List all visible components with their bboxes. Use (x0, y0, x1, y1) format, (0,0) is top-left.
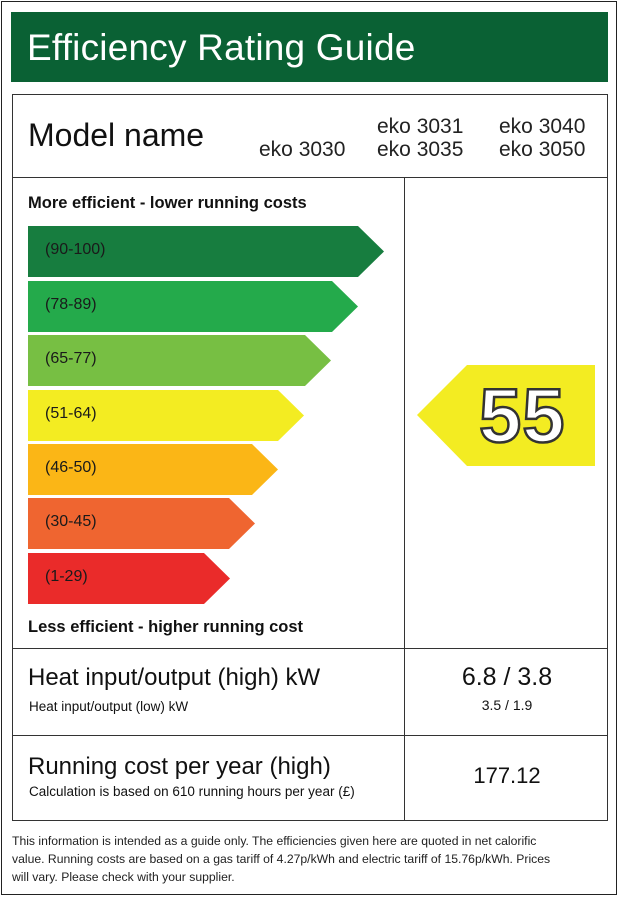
band-arrow-shape (28, 335, 331, 386)
running-cost-subtitle: Calculation is based on 610 running hour… (29, 784, 355, 799)
running-cost-title: Running cost per year (high) (28, 753, 331, 780)
band-label: (78-89) (45, 296, 97, 313)
efficiency-band: (46-50) (28, 444, 278, 495)
page-title: Efficiency Rating Guide (27, 27, 416, 68)
heat-output-high-value: 6.8 / 3.8 (461, 663, 553, 691)
rating-arrow-shape (417, 365, 595, 466)
band-arrow-shape (28, 498, 255, 549)
less-efficient-caption: Less efficient - higher running cost (28, 618, 304, 636)
divider (13, 735, 607, 736)
running-cost-value: 177.12 (473, 763, 541, 788)
model-name: eko 3035 (377, 138, 464, 161)
rating-arrow: 55 (417, 365, 595, 466)
band-arrow-shape (28, 281, 358, 332)
band-label: (46-50) (45, 459, 97, 476)
more-efficient-caption: More efficient - lower running costs (28, 194, 307, 212)
band-arrow-shape (28, 226, 384, 277)
model-name: eko 3030 (259, 138, 346, 161)
efficiency-band: (30-45) (28, 498, 255, 549)
band-arrow-shape (28, 444, 278, 495)
divider (13, 648, 607, 649)
efficiency-band: (65-77) (28, 335, 331, 386)
band-arrow-shape (28, 390, 304, 441)
efficiency-band: (1-29) (28, 553, 230, 604)
rating-table: Model name eko 3030 eko 3031 eko 3035 ek… (12, 94, 608, 821)
divider (13, 177, 607, 178)
disclaimer-line: will vary. Please check with your suppli… (12, 870, 235, 884)
efficiency-band: (51-64) (28, 390, 304, 441)
band-label: (65-77) (45, 350, 97, 367)
header-bar: Efficiency Rating Guide (11, 12, 608, 82)
disclaimer-line: value. Running costs are based on a gas … (12, 852, 551, 866)
efficiency-band: (90-100) (28, 226, 384, 277)
disclaimer: This information is intended as a guide … (12, 832, 608, 886)
heat-output-title: Heat input/output (high) kW (28, 664, 321, 691)
band-arrow-shape (28, 553, 230, 604)
rating-value: 55 (478, 373, 566, 461)
band-label: (51-64) (45, 405, 97, 422)
heat-output-subtitle: Heat input/output (low) kW (29, 699, 189, 714)
disclaimer-line: This information is intended as a guide … (12, 834, 537, 848)
model-name: eko 3031 (377, 115, 464, 138)
band-label: (90-100) (45, 241, 106, 258)
model-name: eko 3050 (499, 138, 586, 161)
model-name: eko 3040 (499, 115, 586, 138)
model-name-label: Model name (28, 117, 205, 153)
heat-output-low-value: 3.5 / 1.9 (481, 697, 533, 713)
column-divider (404, 177, 405, 820)
band-label: (30-45) (45, 513, 97, 530)
efficiency-band: (78-89) (28, 281, 358, 332)
band-label: (1-29) (45, 568, 88, 585)
